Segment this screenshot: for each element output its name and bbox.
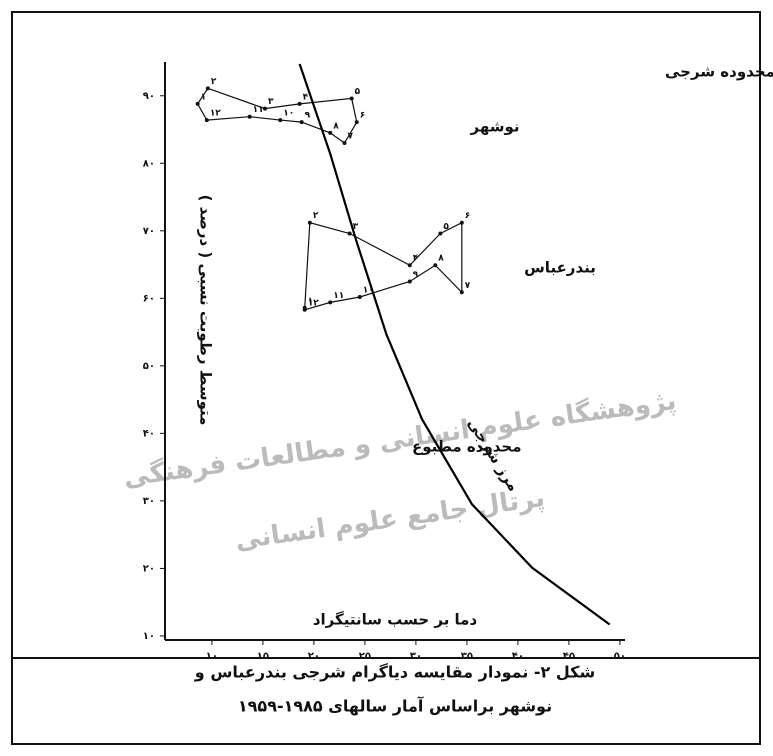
annotation: محدوده شرجی — [665, 63, 773, 81]
y-tick-label: ۲۰ — [143, 563, 155, 574]
x-tick-label: ۱۵ — [257, 651, 269, 662]
x-tick-label: ۵۰ — [614, 651, 626, 662]
y-tick-label: ۴۰ — [143, 428, 155, 439]
series-line — [304, 221, 463, 311]
point — [357, 294, 362, 299]
y-tick-label: ۶۰ — [143, 293, 155, 304]
point — [407, 279, 412, 284]
point — [299, 120, 304, 125]
point-label: ۹ — [305, 111, 311, 121]
y-tick-label: ۱۰ — [143, 631, 155, 642]
point — [195, 101, 200, 106]
point — [302, 307, 307, 312]
x-axis-label: دما بر حسب سانتیگراد — [313, 611, 478, 629]
point — [204, 118, 209, 123]
point — [459, 220, 464, 225]
point-label: ۶ — [360, 111, 366, 121]
point-label: ۱ — [201, 92, 207, 102]
point-label: ۲ — [313, 211, 319, 221]
x-tick-label: ۲۵ — [359, 651, 371, 662]
point-label: ۸ — [333, 121, 339, 131]
x-tick-label: ۱۰ — [206, 651, 218, 662]
point-label: ۶ — [465, 211, 471, 221]
point — [262, 106, 267, 111]
point — [328, 300, 333, 305]
point — [433, 263, 438, 268]
y-tick-label: ۹۰ — [143, 91, 155, 102]
annotation: محدوده مطبوع — [412, 438, 522, 456]
y-tick-label: ۳۰ — [143, 496, 155, 507]
series-label: بندرعباس — [524, 259, 596, 277]
x-tick-label: ۴۵ — [563, 651, 575, 662]
y-tick-label: ۷۰ — [143, 226, 155, 237]
point — [205, 86, 210, 91]
y-tick-label: ۵۰ — [143, 361, 155, 372]
point — [459, 290, 464, 295]
y-axis-label: متوسط رطوبت نسبی ( درصد ) — [197, 195, 215, 426]
point — [297, 101, 302, 106]
x-tick-label: ۲۰ — [308, 651, 320, 662]
x-tick-label: ۳۰ — [410, 651, 422, 662]
point-label: ۱۰ — [363, 285, 374, 295]
point-label: ۱ — [308, 296, 314, 306]
point-label: ۵ — [355, 87, 361, 97]
series-line — [196, 87, 358, 144]
point-label: ۹ — [413, 270, 419, 280]
caption-line: نوشهر براساس آمار سالهای ۱۹۸۵-۱۹۵۹ — [238, 696, 552, 716]
point-label: ۴ — [303, 92, 309, 102]
point-label: ۱۲ — [210, 109, 221, 119]
x-tick-label: ۳۵ — [461, 651, 473, 662]
watermark: پرتال جامع علوم انسانی — [233, 483, 546, 556]
point-label: ۱۲ — [308, 298, 319, 308]
point-label: ۳ — [268, 97, 274, 107]
point-label: ۵ — [443, 222, 449, 232]
frame — [11, 11, 761, 745]
point — [247, 114, 252, 119]
x-tick-label: ۴۰ — [512, 651, 524, 662]
point — [354, 120, 359, 125]
point-label: ۷ — [465, 281, 471, 291]
point — [407, 263, 412, 268]
point-label: ۱۱ — [253, 105, 264, 115]
point — [438, 231, 443, 236]
y-tick-label: ۸۰ — [143, 158, 155, 169]
boundary-curve — [298, 63, 611, 626]
point-label: ۸ — [438, 254, 444, 264]
point-label: ۱۱ — [333, 291, 344, 301]
point-label: ۷ — [348, 132, 354, 142]
point-label: ۱۰ — [283, 109, 294, 119]
caption-line: شکل ۲- نمودار مقایسه دیاگرام شرجی بندرعب… — [194, 663, 595, 682]
point-label: ۳ — [353, 222, 359, 232]
point-label: ۲ — [211, 77, 217, 87]
point — [342, 141, 347, 146]
point — [349, 96, 354, 101]
point — [307, 220, 312, 225]
point — [328, 130, 333, 135]
series-label: نوشهر — [469, 118, 519, 136]
point — [278, 118, 283, 123]
point-label: ۴ — [413, 254, 419, 264]
point — [347, 231, 352, 236]
